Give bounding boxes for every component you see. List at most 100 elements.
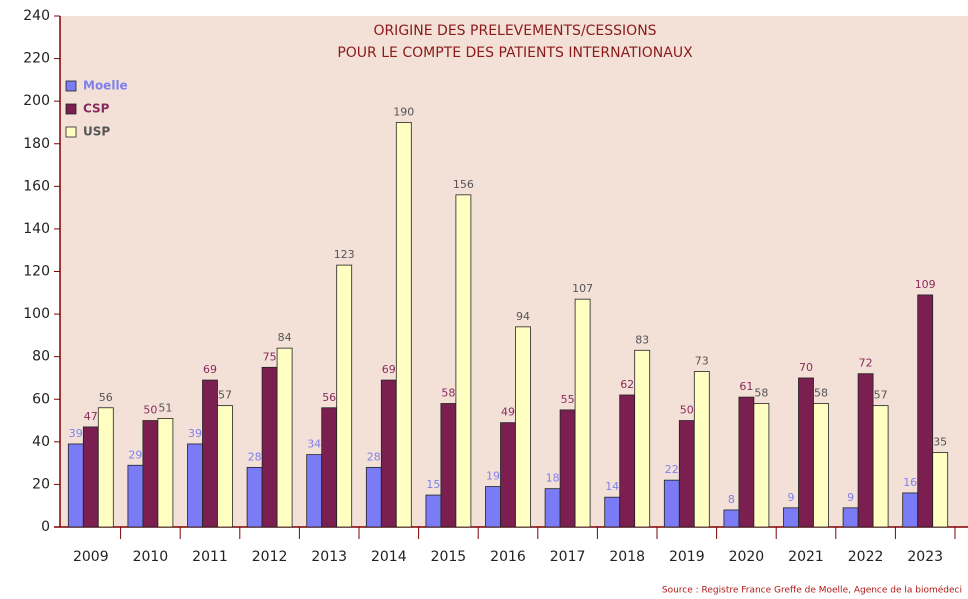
bar: [798, 377, 814, 528]
x-tick-label: 2021: [788, 549, 824, 565]
value-label: 50: [143, 404, 157, 417]
bar: [917, 294, 934, 528]
y-tick-label: 180: [23, 136, 50, 152]
value-label: 73: [695, 355, 709, 368]
bar: [365, 466, 382, 528]
value-label: 58: [754, 387, 768, 400]
bar: [276, 347, 293, 528]
x-tick-label: 2012: [252, 549, 288, 565]
legend-swatch: [65, 126, 77, 138]
value-label: 47: [84, 410, 98, 423]
x-tick-label: 2011: [192, 549, 228, 565]
value-label: 72: [859, 357, 873, 370]
bar: [395, 122, 412, 528]
bar: [693, 371, 710, 528]
value-label: 19: [486, 470, 500, 483]
value-label: 14: [605, 480, 619, 493]
value-label: 61: [739, 380, 753, 393]
bar: [738, 396, 755, 528]
bar: [813, 403, 829, 528]
y-tick-label: 100: [23, 306, 50, 322]
legend-label: CSP: [83, 102, 110, 116]
bar: [872, 405, 889, 528]
bar: [783, 507, 799, 528]
bar: [306, 454, 323, 528]
value-label: 16: [903, 476, 917, 489]
value-label: 94: [516, 310, 530, 323]
value-label: 57: [218, 389, 232, 402]
value-label: 35: [933, 435, 947, 448]
x-tick-label: 2014: [371, 549, 407, 565]
y-tick-label: 40: [32, 434, 50, 450]
value-label: 51: [158, 401, 172, 414]
x-tick-label: 2023: [907, 549, 943, 565]
bar: [857, 373, 874, 528]
bar: [202, 379, 218, 528]
bar: [634, 349, 651, 528]
value-label: 156: [453, 178, 474, 191]
y-tick-label: 120: [23, 264, 50, 280]
source-note: Source : Registre France Greffe de Moell…: [662, 585, 962, 596]
bar: [97, 407, 114, 528]
x-tick-label: 2017: [550, 549, 586, 565]
value-label: 28: [367, 450, 381, 463]
value-label: 69: [203, 363, 217, 376]
bar: [455, 194, 472, 528]
bar: [336, 264, 353, 528]
value-label: 83: [635, 333, 649, 346]
value-label: 55: [561, 393, 575, 406]
value-label: 50: [680, 404, 694, 417]
x-tick-label: 2015: [431, 549, 467, 565]
value-label: 190: [393, 105, 414, 118]
legend-swatch: [65, 103, 77, 115]
value-label: 75: [263, 350, 277, 363]
chart-title: POUR LE COMPTE DES PATIENTS INTERNATIONA…: [337, 45, 693, 61]
bar: [500, 422, 516, 528]
y-tick-label: 80: [32, 349, 50, 365]
bar: [157, 418, 174, 528]
bar: [321, 407, 338, 528]
value-label: 109: [915, 278, 936, 291]
value-label: 34: [307, 438, 321, 451]
value-label: 123: [334, 248, 355, 261]
value-label: 84: [278, 331, 292, 344]
y-tick-label: 20: [32, 476, 50, 492]
value-label: 39: [188, 427, 202, 440]
y-tick-label: 220: [23, 51, 50, 67]
bar: [544, 488, 561, 528]
value-label: 62: [620, 378, 634, 391]
value-label: 28: [248, 450, 262, 463]
bar: [261, 366, 278, 528]
value-label: 8: [728, 493, 735, 506]
bar: [440, 403, 457, 528]
value-label: 29: [128, 448, 142, 461]
x-tick-label: 2018: [609, 549, 645, 565]
bar: [753, 403, 770, 528]
value-label: 9: [788, 491, 795, 504]
bar: [663, 479, 680, 528]
value-label: 39: [69, 427, 83, 440]
bar: [380, 379, 397, 528]
bar: [425, 494, 442, 528]
x-tick-label: 2020: [729, 549, 765, 565]
bar: [619, 394, 636, 528]
legend-label: Moelle: [83, 79, 128, 93]
x-tick-label: 2013: [311, 549, 347, 565]
bar: [82, 426, 99, 528]
bar: [485, 486, 501, 528]
value-label: 56: [322, 391, 336, 404]
bar: [604, 496, 621, 528]
x-tick-label: 2016: [490, 549, 526, 565]
value-label: 107: [572, 282, 593, 295]
y-tick-label: 0: [41, 519, 50, 535]
x-tick-label: 2010: [133, 549, 169, 565]
bar: [246, 466, 263, 528]
bar: [515, 326, 531, 528]
bar: [67, 443, 84, 528]
x-tick-label: 2022: [848, 549, 884, 565]
y-tick-label: 200: [23, 93, 50, 109]
bar: [142, 420, 159, 528]
bar: [842, 507, 859, 528]
